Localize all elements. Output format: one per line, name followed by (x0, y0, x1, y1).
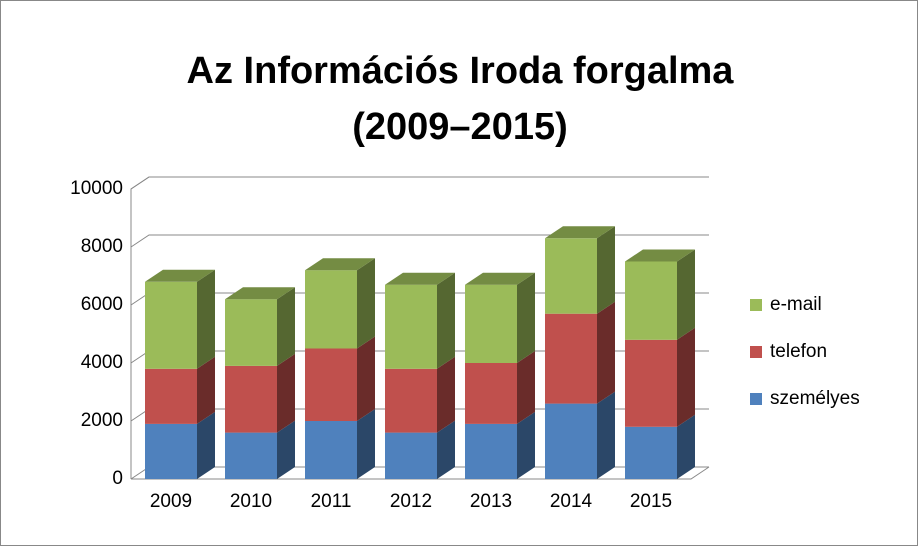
bar (145, 423, 197, 479)
bar-side (517, 351, 535, 424)
bar-side (517, 272, 535, 363)
y-tick-label: 0 (112, 468, 123, 489)
grid-line (130, 176, 709, 190)
bar (625, 261, 677, 340)
bar (545, 403, 597, 479)
bar-side (357, 336, 375, 421)
bar (305, 421, 357, 479)
bar (545, 313, 597, 404)
x-tick-label: 2012 (390, 491, 432, 512)
y-tick-label: 4000 (81, 352, 123, 373)
bar-top (305, 258, 375, 271)
bar-side (677, 327, 695, 427)
bar-top (225, 287, 295, 300)
y-tick-label: 6000 (81, 294, 123, 315)
bar-top (385, 272, 455, 285)
x-tick-label: 2015 (630, 491, 672, 512)
chart-title: Az Információs Iroda forgalma (187, 50, 735, 92)
bar-side (277, 420, 295, 479)
bar (225, 365, 277, 433)
bar (145, 281, 197, 369)
y-tick-label: 2000 (81, 410, 123, 431)
x-tick-label: 2014 (550, 491, 593, 512)
bar-side (597, 226, 615, 314)
legend-label: személyes (770, 388, 860, 409)
bar (385, 432, 437, 479)
bar (305, 270, 357, 349)
bar-top (625, 249, 695, 262)
bar-side (357, 409, 375, 479)
legend-swatch (750, 299, 762, 311)
bar (225, 432, 277, 479)
bar-side (437, 356, 455, 433)
bar-top (145, 269, 215, 282)
bar-side (357, 258, 375, 349)
bar (305, 348, 357, 421)
bar (625, 426, 677, 479)
legend-swatch (750, 393, 762, 405)
bar-side (277, 353, 295, 433)
y-tick-label: 10000 (70, 178, 123, 199)
x-tick-label: 2013 (470, 491, 512, 512)
legend-label: telefon (770, 341, 827, 362)
legend-label: e-mail (770, 294, 822, 315)
bar-side (677, 414, 695, 479)
bar (465, 284, 517, 363)
bar (465, 363, 517, 424)
bar-top (545, 226, 615, 239)
bar-side (277, 287, 295, 366)
chart-title: (2009–2015) (352, 106, 568, 148)
bar (385, 284, 437, 369)
y-tick-label: 8000 (81, 236, 123, 257)
bar-side (597, 301, 615, 404)
x-tick-label: 2009 (150, 491, 192, 512)
bar-side (437, 272, 455, 369)
bar-side (677, 249, 695, 340)
bar (385, 368, 437, 433)
x-tick-label: 2010 (230, 491, 272, 512)
bar-top (465, 272, 535, 285)
bar-side (437, 420, 455, 479)
legend-swatch (750, 346, 762, 358)
bar (625, 339, 677, 427)
bar-side (517, 411, 535, 479)
grid-line (130, 234, 709, 248)
bar (545, 238, 597, 314)
x-tick-label: 2011 (311, 491, 352, 512)
bar-side (597, 391, 615, 479)
bar-side (197, 269, 215, 369)
bar-side (197, 356, 215, 424)
bar (465, 423, 517, 479)
bar-side (197, 411, 215, 479)
bar (225, 299, 277, 366)
bar (145, 368, 197, 424)
